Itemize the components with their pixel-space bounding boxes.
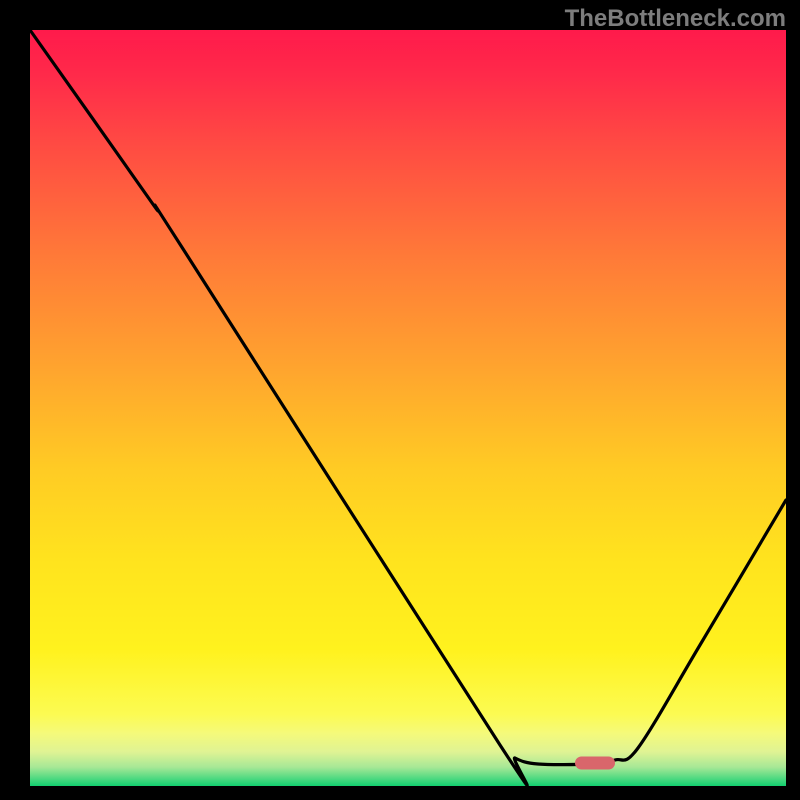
watermark-text: TheBottleneck.com	[565, 5, 786, 33]
chart-frame: TheBottleneck.com	[0, 0, 800, 800]
gradient-plot-area	[30, 30, 786, 786]
